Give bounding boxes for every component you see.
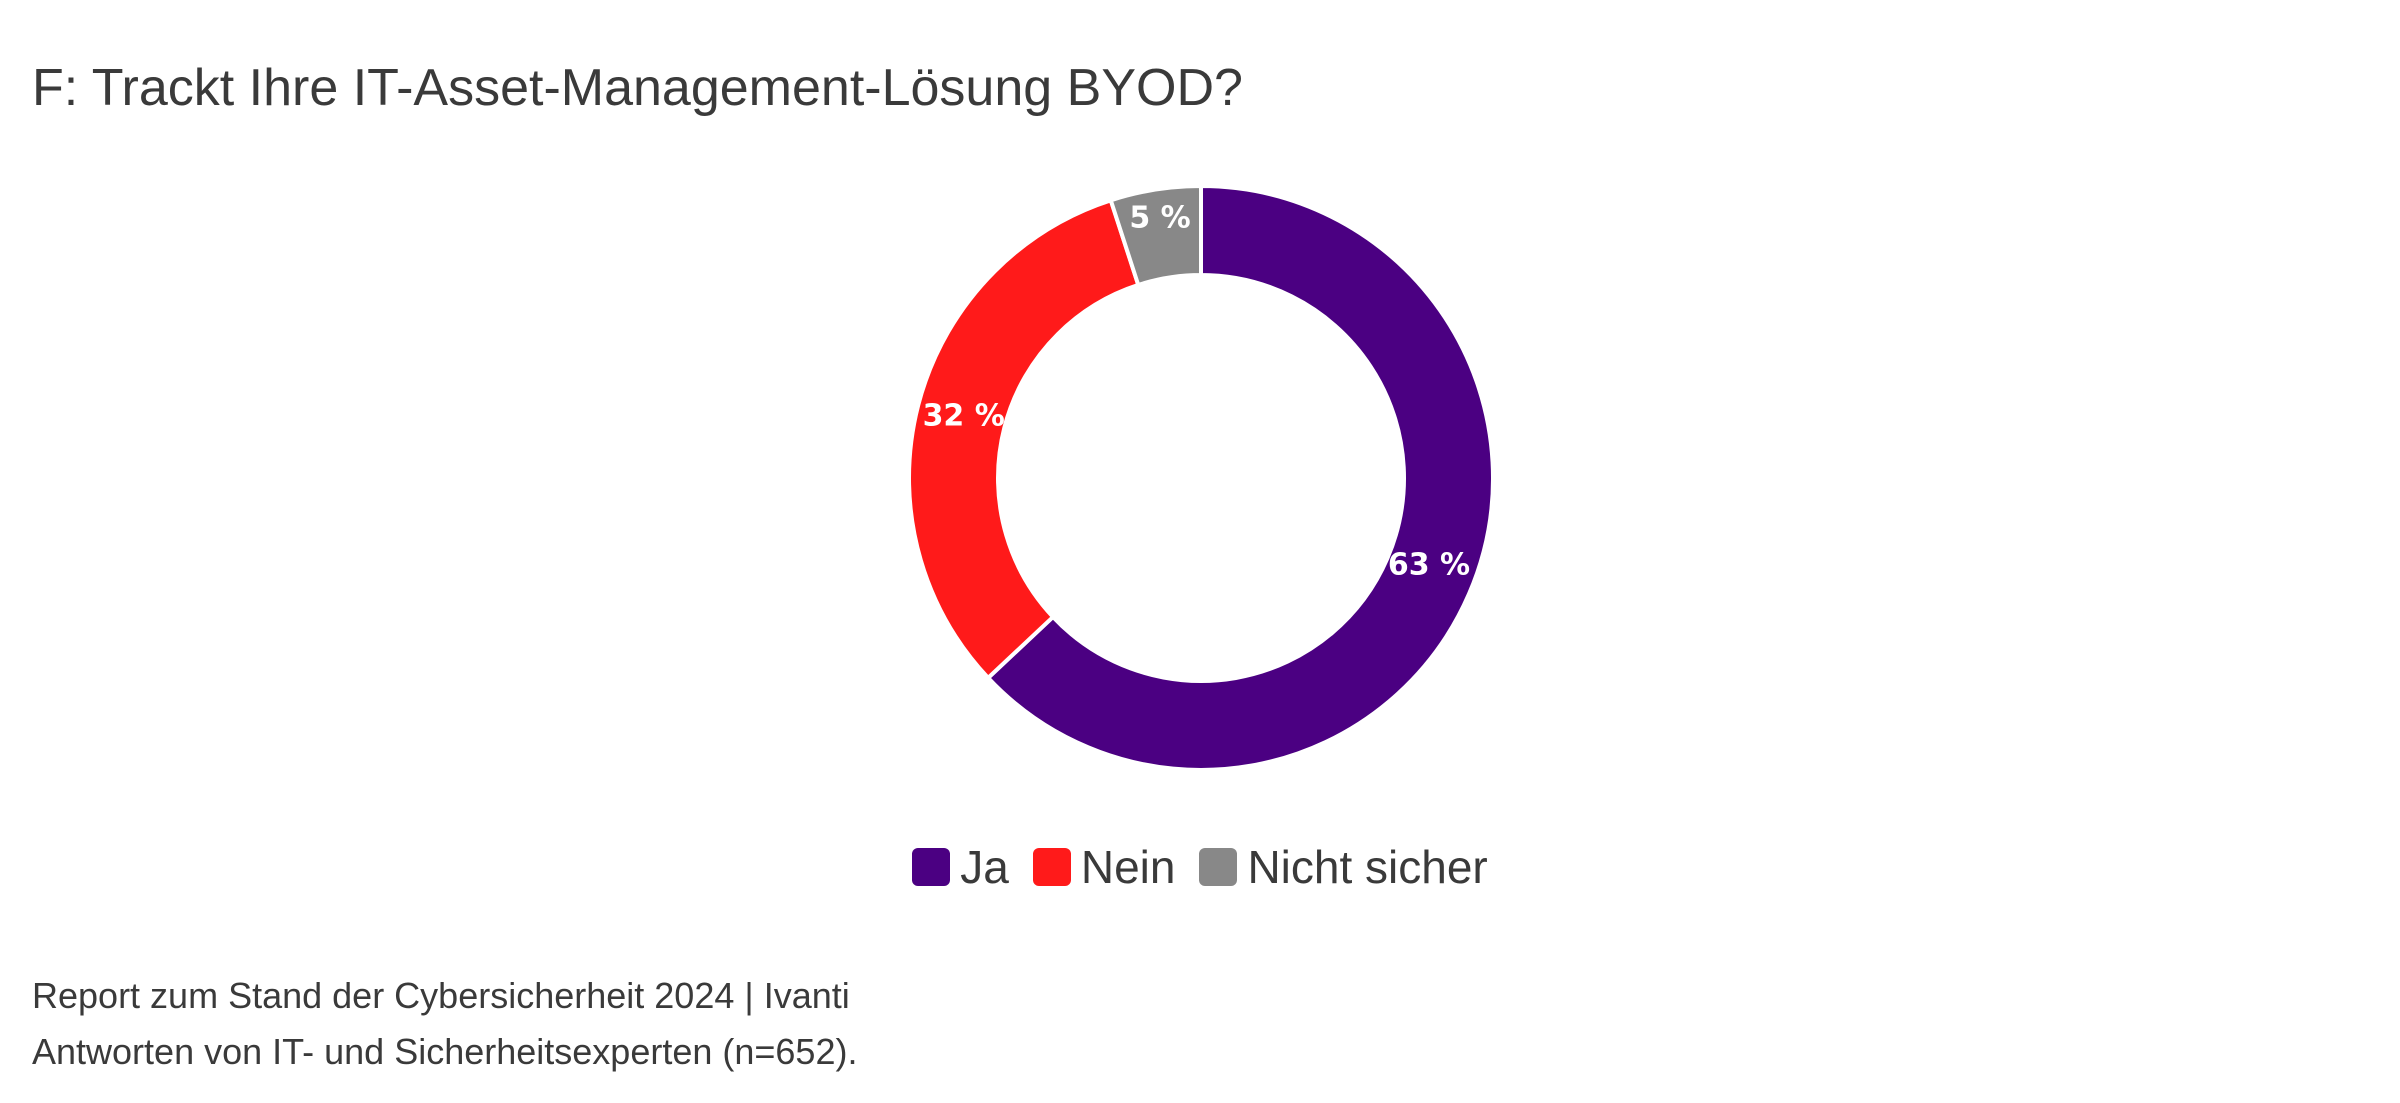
source-line-1: Report zum Stand der Cybersicherheit 202… (32, 975, 850, 1016)
legend-label-nein: Nein (1080, 841, 1176, 893)
legend-item-nicht-sicher: Nicht sicher (1199, 840, 1488, 894)
donut-slice-ja (985, 183, 1495, 772)
source-line-2: Antworten von IT- und Sicherheitsexperte… (32, 1031, 858, 1072)
slice-label-nein: 32 % (923, 399, 1005, 434)
legend-item-nein: Nein (1032, 840, 1176, 894)
legend-label-ja: Ja (960, 841, 1009, 893)
source-note: Report zum Stand der Cybersicherheit 202… (32, 968, 857, 1080)
donut-slice-nein (907, 197, 1141, 681)
slice-label-ja: 63 % (1388, 548, 1470, 583)
legend-item-ja: Ja (912, 840, 1009, 894)
legend-swatch-ja (912, 848, 951, 886)
slice-label-nicht-sicher: 5 % (1129, 201, 1190, 236)
donut-slice-nicht-sicher (1108, 183, 1203, 288)
legend-label-nicht-sicher: Nicht sicher (1247, 841, 1488, 893)
legend-swatch-nicht-sicher (1199, 848, 1238, 886)
legend-swatch-nein (1032, 848, 1071, 886)
chart-title: F: Trackt Ihre IT-Asset-Management-Lösun… (32, 59, 1243, 117)
legend: Ja Nein Nicht sicher (0, 840, 2400, 894)
